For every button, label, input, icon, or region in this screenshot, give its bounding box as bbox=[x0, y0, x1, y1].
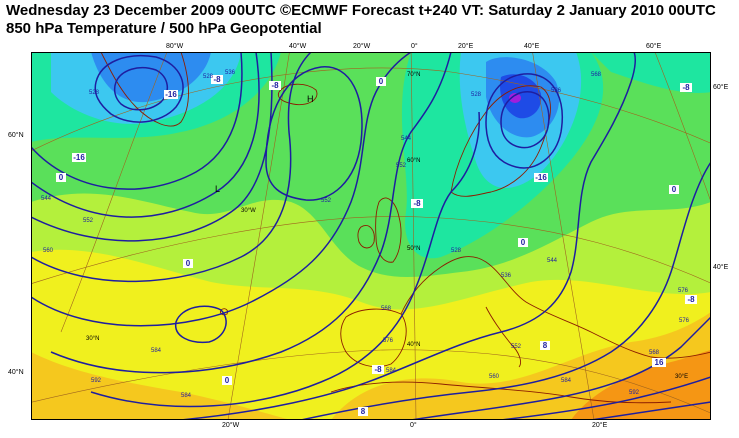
lon-label-bottom: 20°W bbox=[222, 422, 240, 429]
temp-label: -16 bbox=[535, 173, 547, 182]
geo-label: 544 bbox=[547, 258, 558, 264]
temp-label: -8 bbox=[682, 83, 690, 92]
temp-label: 0 bbox=[225, 376, 230, 385]
geo-label: 584 bbox=[181, 393, 192, 399]
lat-label-right: 60°E bbox=[713, 84, 729, 91]
lon-label-top: 0° bbox=[411, 43, 418, 50]
pressure-center-low: L bbox=[215, 184, 220, 194]
graticule bbox=[31, 52, 711, 420]
lat-label: 70°N bbox=[407, 72, 420, 78]
geopotential-labels: 528 536 528 544 552 552 560 568 576 584 … bbox=[41, 70, 690, 399]
temp-label: -8 bbox=[413, 199, 421, 208]
graticule-labels: 70°N 60°N 50°N 40°N 30°N 30°E 30°W bbox=[86, 72, 688, 380]
temperature-band-gold-sw bbox=[31, 352, 291, 420]
temperature-band-orange bbox=[571, 350, 711, 420]
temp-label: -16 bbox=[73, 153, 85, 162]
geo-label: 560 bbox=[43, 248, 54, 254]
geo-label: 528 bbox=[451, 248, 462, 254]
geo-label: 536 bbox=[501, 273, 512, 279]
geo-label: 568 bbox=[591, 72, 602, 78]
cold-core-purple bbox=[509, 93, 521, 103]
geo-label: 536 bbox=[551, 88, 562, 94]
geo-label: 560 bbox=[489, 374, 500, 380]
geo-label: 576 bbox=[383, 338, 394, 344]
lon-label-bottom: 0° bbox=[410, 422, 417, 429]
lon-label-top: 20°W bbox=[353, 43, 371, 50]
geo-label: 552 bbox=[511, 344, 522, 350]
lon-label: 30°E bbox=[675, 374, 688, 380]
lat-label-right: 40°E bbox=[713, 264, 729, 271]
lat-label-left: 40°N bbox=[8, 369, 24, 376]
geopotential-isolines bbox=[31, 52, 711, 420]
lat-label: 40°N bbox=[407, 342, 420, 348]
temp-label: 0 bbox=[672, 185, 677, 194]
geo-label: 568 bbox=[649, 350, 660, 356]
geo-label: 528 bbox=[203, 74, 214, 80]
temp-label: 0 bbox=[521, 238, 526, 247]
lon-label-top: 40°W bbox=[289, 43, 307, 50]
lat-label: 60°N bbox=[407, 158, 420, 164]
geo-label: 544 bbox=[41, 196, 52, 202]
temp-label: 16 bbox=[655, 358, 664, 367]
lon-label-top: 20°E bbox=[458, 43, 474, 50]
temp-label: -8 bbox=[213, 75, 221, 84]
geo-label: 592 bbox=[91, 378, 102, 384]
temp-label: 8 bbox=[361, 407, 366, 416]
map-title: Wednesday 23 December 2009 00UTC ©ECMWF … bbox=[6, 2, 716, 19]
geo-label: 592 bbox=[629, 390, 640, 396]
temperature-labels: -16 -8 -16 0 -8 -16 0 -8 0 0 -8 0 16 8 8… bbox=[56, 75, 697, 416]
geo-label: 528 bbox=[89, 90, 100, 96]
lat-label: 50°N bbox=[407, 246, 420, 252]
geo-label: 584 bbox=[151, 348, 162, 354]
pressure-center-high: H bbox=[307, 94, 314, 104]
temp-label: -8 bbox=[374, 365, 382, 374]
temp-label: -8 bbox=[271, 81, 279, 90]
temp-label: -16 bbox=[165, 90, 177, 99]
lon-label-top: 60°E bbox=[646, 43, 662, 50]
lon-label-top: 40°E bbox=[524, 43, 540, 50]
lat-label: 30°N bbox=[86, 336, 99, 342]
geo-label: 576 bbox=[678, 288, 689, 294]
geo-label: 552 bbox=[83, 218, 94, 224]
weather-map: H L -16 -8 -16 0 -8 -16 0 -8 0 0 -8 0 16… bbox=[31, 52, 711, 420]
lon-label-bottom: 20°E bbox=[592, 422, 608, 429]
geo-label: 528 bbox=[471, 92, 482, 98]
geo-label: 576 bbox=[679, 318, 690, 324]
geo-label: 536 bbox=[225, 70, 236, 76]
geo-label: 544 bbox=[401, 136, 412, 142]
geo-label: 552 bbox=[396, 163, 407, 169]
temp-label: 0 bbox=[379, 77, 384, 86]
lon-label-top: 80°W bbox=[166, 43, 184, 50]
lat-label-left: 60°N bbox=[8, 132, 24, 139]
geo-label: 552 bbox=[321, 198, 332, 204]
geo-label: 584 bbox=[561, 378, 572, 384]
temp-label: 0 bbox=[186, 259, 191, 268]
temp-label: 8 bbox=[543, 341, 548, 350]
geo-label: 584 bbox=[386, 368, 397, 374]
temperature-band-teal-ne bbox=[591, 52, 711, 93]
lon-label: 30°W bbox=[241, 208, 256, 214]
temp-label: -8 bbox=[687, 295, 695, 304]
temperature-band-blue-west bbox=[91, 52, 211, 103]
map-subtitle: 850 hPa Temperature / 500 hPa Geopotenti… bbox=[6, 20, 322, 37]
temp-label: 0 bbox=[59, 173, 64, 182]
geo-label: 568 bbox=[381, 306, 392, 312]
